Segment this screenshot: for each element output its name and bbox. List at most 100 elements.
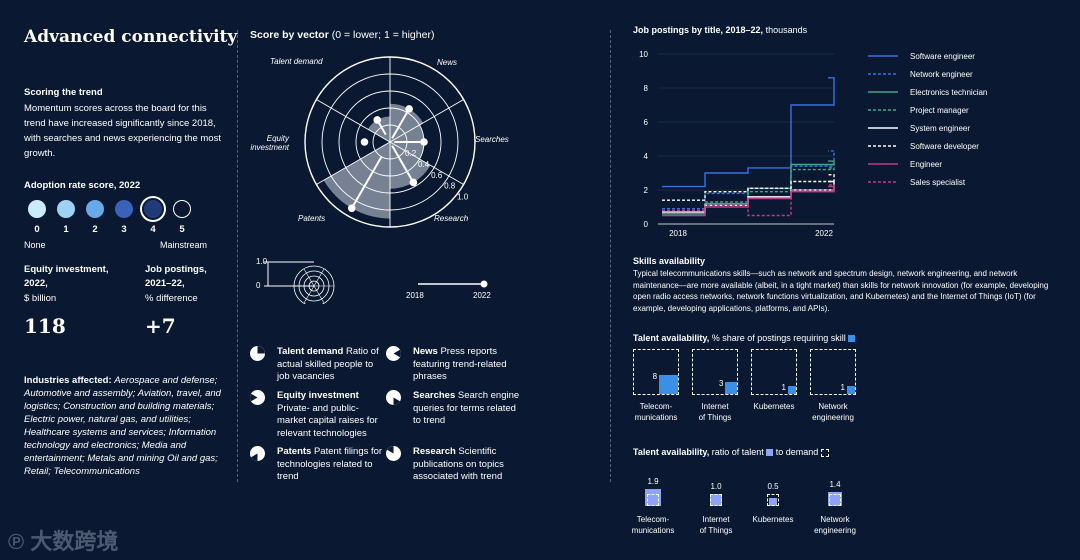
- jobs-heading-rest: thousands: [765, 25, 808, 35]
- radar-ring-label-1.0: 1.0: [457, 193, 469, 202]
- postings-label-line1: Job postings,: [145, 264, 207, 275]
- legend-research-desc: Scientific publications on topics associ…: [413, 446, 504, 482]
- share-box-2: [751, 349, 797, 395]
- radar-spoke-1: [389, 99, 464, 143]
- radar-label-equity: Equity investment: [247, 134, 289, 152]
- key-year-start: 2018: [406, 291, 424, 300]
- ratio-label-0-line2: munications: [631, 526, 675, 535]
- legend-news-desc: Press reports featuring trend-related ph…: [413, 346, 507, 382]
- postings-value: +7: [145, 314, 176, 338]
- talent-ratio-heading-rest1: ratio of talent: [711, 447, 764, 457]
- adoption-level-3-circle: [115, 200, 133, 218]
- skills-body: Typical telecommunications skills—such a…: [633, 269, 1049, 313]
- share-value-2: 1: [781, 383, 786, 392]
- legend-patents-name: Patents: [277, 446, 314, 457]
- legend-label-electronics-technician: Electronics technician: [910, 88, 987, 97]
- job-postings-chart: 0 2 4 6 8 10 2018 2022 Software engineer Network …: [639, 50, 987, 238]
- industries-label: Industries affected:: [24, 375, 112, 386]
- series-line-software-developer: [662, 174, 835, 201]
- radar-label-searches: Searches: [475, 135, 509, 144]
- talent-ratio-demand-swatch: [820, 448, 829, 457]
- ratio-demand-box-1: [710, 494, 722, 506]
- series-line-project-manager: [662, 167, 835, 215]
- radar-point-patents: [347, 204, 356, 213]
- radar-ring-label-0.4: 0.4: [418, 160, 430, 169]
- key-mini-radar: [293, 265, 335, 304]
- scoring-heading: Scoring the trend: [24, 87, 103, 98]
- share-fill-3: [847, 386, 855, 394]
- legend-label-software-developer: Software developer: [910, 142, 979, 151]
- legend-patents-icon: [250, 446, 265, 461]
- jobs-heading: Job postings by title, 2018–22, thousand…: [633, 25, 807, 35]
- radar-sector-research: [390, 142, 431, 189]
- radar-label-research: Research: [434, 214, 469, 223]
- share-box-3: [810, 349, 856, 395]
- industries-affected: Industries affected: Aerospace and defen…: [24, 374, 224, 478]
- share-box-0: [633, 349, 679, 395]
- talent-ratio-heading-rest2: to demand: [775, 447, 819, 457]
- share-label-1-line1: Internet: [701, 402, 729, 411]
- ratio-label-1-line2: of Things: [699, 526, 733, 535]
- share-label-1-line2: of Things: [698, 413, 732, 422]
- legend-research: Research Scientific publications on topi…: [413, 446, 523, 484]
- radar-point-searches: [420, 138, 428, 146]
- scoring-body: Momentum scores across the board for thi…: [24, 103, 221, 159]
- radar-growth-line-news: [391, 108, 410, 139]
- y-tick-6: 6: [644, 118, 649, 127]
- ratio-label-2: Kubernetes: [738, 514, 808, 525]
- ratio-label-0-line1: Telecom-: [636, 515, 670, 524]
- adoption-level-4-label: 4: [150, 224, 156, 235]
- talent-ratio-heading: Talent availability, ratio of talent to …: [633, 447, 829, 457]
- ratio-label-3-line1: Network: [820, 515, 850, 524]
- adoption-level-1-label: 1: [63, 224, 69, 235]
- radar-growth-line-patents: [350, 156, 383, 209]
- legend-news-icon: [386, 346, 401, 361]
- legend-news: News Press reports featuring trend-relat…: [413, 346, 523, 384]
- radar-growth-line-research: [391, 145, 415, 183]
- skills-heading: Skills availability: [633, 256, 706, 266]
- divider-left: [237, 30, 238, 482]
- ratio-fill-3: [827, 491, 843, 506]
- adoption-level-0-label: 0: [34, 224, 40, 235]
- adoption-level-0-circle: [28, 200, 46, 218]
- postings-label-line2: 2021–22,: [145, 278, 185, 289]
- adoption-level-3-label: 3: [121, 224, 127, 235]
- radar-point-research: [409, 178, 418, 187]
- radar-ring-label-0.6: 0.6: [431, 171, 443, 180]
- share-fill-0: [659, 375, 678, 394]
- ratio-fill-1: [710, 494, 722, 506]
- legend-talent-demand-icon: [250, 346, 265, 361]
- radar-label-news: News: [437, 58, 458, 67]
- radar-point-news: [405, 105, 413, 113]
- adoption-level-2-circle: [86, 200, 104, 218]
- share-value-0: 8: [652, 372, 658, 382]
- legend-talent-demand-desc: Ratio of actual skilled people to job va…: [277, 346, 379, 382]
- y-tick-2: 2: [644, 186, 649, 195]
- watermark: ℗ 大数跨境: [8, 524, 118, 556]
- legend-label-engineer: Engineer: [910, 160, 942, 169]
- share-label-0: Telecom-munications: [621, 401, 691, 423]
- radar-spoke-5: [316, 99, 391, 143]
- y-tick-10: 10: [639, 50, 648, 59]
- legend-patents: Patents Patent filings for technologies …: [277, 446, 387, 484]
- ratio-label-0: Telecom-munications: [618, 514, 688, 536]
- radar-label-patents: Patents: [298, 214, 326, 223]
- legend-label-system-engineer: System engineer: [910, 124, 970, 133]
- postings-label: Job postings, 2021–22,: [145, 263, 207, 291]
- score-heading-bold: Score by vector: [250, 29, 329, 41]
- adoption-heading: Adoption rate score, 2022: [24, 180, 141, 191]
- legend-label-sales-specialist: Sales specialist: [910, 178, 966, 187]
- ratio-fill-0: [644, 489, 662, 506]
- ratio-label-3: Network engineering: [800, 514, 870, 536]
- ratio-demand-box-0: [647, 494, 659, 506]
- legend-equity-investment: Equity investment Private- and public-ma…: [277, 390, 387, 440]
- legend-label-network-engineer: Network engineer: [910, 70, 973, 79]
- legend-label-software-engineer: Software engineer: [910, 52, 975, 61]
- score-heading-rest: (0 = lower; 1 = higher): [331, 29, 435, 41]
- radar-label-equity-1: Equity: [266, 134, 289, 143]
- share-value-1: 3: [718, 379, 724, 389]
- ratio-label-2-line1: Kubernetes: [752, 515, 794, 524]
- radar-spoke-4: [316, 141, 391, 185]
- legend-searches: Searches Search engine queries for terms…: [413, 390, 523, 428]
- y-tick-4: 4: [644, 152, 649, 161]
